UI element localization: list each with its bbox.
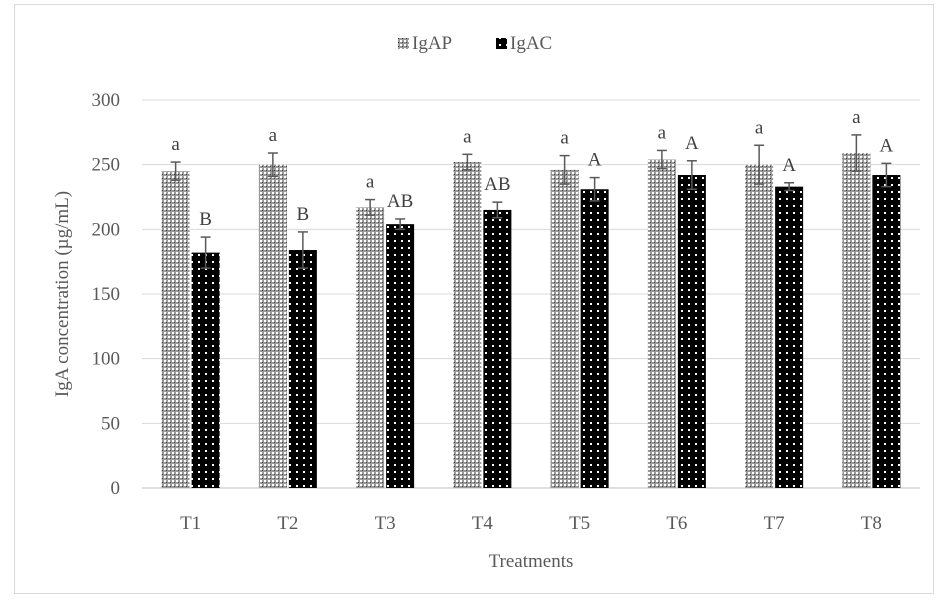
bar-igap-t8 [842, 153, 871, 488]
error-bar [851, 134, 862, 172]
error-bar [365, 198, 376, 216]
significance-letter: a [852, 107, 861, 128]
y-tick-label: 300 [92, 90, 121, 111]
bar-igap-t1 [161, 171, 190, 488]
bars [161, 153, 901, 489]
bar-igap-t6 [647, 159, 676, 488]
y-tick-label: 100 [92, 349, 121, 370]
y-tick-label: 50 [101, 413, 120, 434]
error-bars [170, 134, 892, 269]
significance-letter: A [685, 133, 699, 154]
significance-letter: a [658, 122, 667, 143]
bar-igac-t7 [775, 186, 804, 489]
error-bar [267, 152, 278, 178]
x-tick-label: T6 [666, 513, 687, 534]
significance-letter: a [269, 125, 278, 146]
x-axis-title: Treatments [489, 551, 574, 572]
error-bar [754, 144, 765, 185]
x-tick-label: T3 [375, 513, 396, 534]
y-tick-label: 150 [92, 284, 121, 305]
bar-igap-t3 [356, 207, 385, 488]
x-axis-tick-labels: T1 T2 T3 T4 T5 T6 T7 T8 [180, 513, 882, 534]
error-bar [170, 161, 181, 181]
bar-igac-t6 [677, 175, 706, 488]
significance-letter: AB [387, 191, 413, 212]
gridlines [142, 99, 920, 489]
significance-letter: a [755, 117, 764, 138]
error-bar [881, 162, 892, 188]
x-tick-label: T8 [861, 513, 882, 534]
error-bar [395, 218, 406, 231]
x-tick-label: T1 [180, 513, 201, 534]
significance-letter: A [782, 155, 796, 176]
error-bar [200, 236, 211, 269]
error-bar [492, 201, 503, 219]
legend-label-igac: IgAC [510, 33, 552, 54]
error-bar [462, 153, 473, 171]
significance-letter: a [560, 128, 569, 149]
error-bar [784, 182, 795, 192]
significance-letter: A [588, 150, 602, 171]
bar-igac-t4 [483, 209, 512, 488]
bar-igap-t5 [550, 169, 579, 488]
significance-letter: AB [484, 174, 510, 195]
bar-igac-t3 [386, 224, 415, 488]
significance-letter: a [463, 126, 472, 147]
bar-igap-t4 [453, 162, 482, 488]
legend-label-igap: IgAP [412, 33, 452, 54]
error-bar [297, 231, 308, 269]
error-bar [686, 160, 697, 190]
bar-igac-t1 [191, 252, 220, 488]
legend-swatch-igap [398, 38, 409, 49]
bar-igac-t2 [288, 250, 317, 488]
significance-letter: B [297, 204, 310, 225]
bar-igac-t8 [872, 175, 901, 488]
legend: IgAP IgAC [398, 33, 552, 54]
error-bar [589, 176, 600, 202]
legend-swatch-igac [496, 38, 507, 49]
y-tick-label: 200 [92, 219, 121, 240]
bar-igap-t2 [258, 164, 287, 488]
x-tick-label: T4 [472, 513, 494, 534]
significance-letter: a [171, 134, 180, 155]
x-tick-label: T2 [277, 513, 298, 534]
y-tick-label: 0 [111, 478, 121, 499]
y-axis-tick-labels: 0 50 100 150 200 250 300 [92, 90, 121, 499]
x-tick-label: T7 [764, 513, 785, 534]
bar-igac-t5 [580, 189, 609, 489]
x-tick-label: T5 [569, 513, 590, 534]
y-axis-title: IgA concentration (µg/mL) [52, 191, 73, 397]
y-tick-label: 250 [92, 155, 121, 176]
bar-igap-t7 [745, 164, 774, 488]
error-bar [656, 149, 667, 170]
significance-letter: a [366, 172, 375, 193]
significance-letter: B [199, 209, 212, 230]
significance-letter: A [880, 135, 894, 156]
error-bar [559, 154, 570, 185]
